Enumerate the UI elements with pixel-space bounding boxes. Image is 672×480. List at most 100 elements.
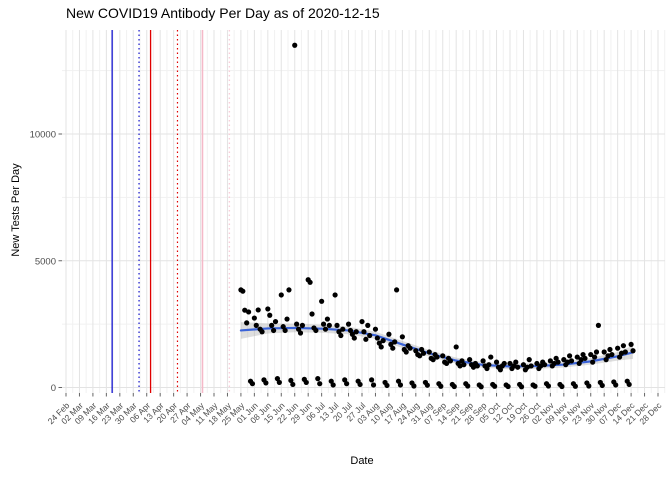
data-point	[365, 322, 371, 328]
data-point	[532, 383, 538, 389]
data-point	[568, 358, 575, 364]
data-point	[628, 341, 634, 348]
y-tick-label: 5000	[35, 256, 56, 267]
data-point	[501, 360, 507, 367]
data-point	[420, 350, 427, 356]
data-point	[253, 322, 259, 328]
data-point	[326, 322, 332, 328]
data-points	[238, 42, 636, 390]
data-point	[528, 363, 534, 369]
x-axis-title: Date	[350, 455, 374, 467]
data-point	[407, 345, 413, 351]
data-point	[386, 331, 392, 337]
data-point	[338, 332, 344, 339]
data-point	[492, 383, 498, 389]
data-point	[384, 382, 390, 389]
data-point	[426, 349, 432, 355]
data-point	[403, 349, 409, 355]
data-point	[345, 321, 352, 327]
data-point	[251, 315, 257, 321]
data-point	[320, 321, 327, 327]
data-point	[324, 316, 331, 322]
data-point	[322, 326, 329, 332]
data-point	[290, 381, 296, 388]
data-point	[520, 362, 527, 368]
data-point	[340, 326, 346, 332]
data-point	[267, 312, 273, 318]
reference-lines	[111, 30, 231, 393]
data-point	[270, 327, 277, 334]
data-point	[582, 355, 588, 361]
data-point	[467, 357, 473, 363]
data-point	[515, 364, 521, 370]
data-point	[288, 377, 294, 384]
gridlines-major	[62, 30, 665, 393]
data-point	[378, 344, 384, 350]
data-point	[367, 332, 373, 339]
data-point	[344, 381, 350, 387]
data-point	[411, 383, 417, 389]
data-point	[430, 357, 436, 363]
chart-title: New COVID19 Antibody Per Day as of 2020-…	[66, 5, 380, 21]
data-point	[630, 348, 636, 354]
data-point	[370, 382, 377, 388]
data-point	[332, 292, 338, 298]
data-point	[566, 353, 573, 359]
data-point	[392, 339, 398, 345]
data-point	[507, 360, 513, 367]
data-point	[534, 360, 540, 367]
data-point	[613, 382, 619, 388]
data-point	[545, 383, 552, 389]
data-point	[334, 322, 340, 328]
data-point	[588, 351, 594, 358]
data-point	[493, 359, 500, 365]
data-point	[372, 326, 379, 332]
data-point	[434, 354, 440, 360]
data-point	[417, 353, 423, 359]
data-point	[315, 376, 321, 382]
data-point	[265, 306, 271, 312]
y-tick-label: 10000	[30, 130, 56, 141]
data-point	[255, 307, 261, 313]
data-point	[249, 381, 256, 387]
data-point	[486, 362, 492, 368]
data-point	[513, 359, 519, 365]
data-point	[599, 382, 605, 389]
data-point	[263, 380, 269, 386]
data-point	[601, 349, 607, 355]
data-point	[361, 329, 367, 335]
data-point	[319, 298, 325, 304]
data-point	[591, 354, 598, 360]
data-point	[451, 383, 457, 390]
data-point	[259, 329, 265, 335]
gridlines-minor	[62, 30, 666, 393]
data-point	[307, 279, 313, 285]
data-point	[369, 377, 375, 383]
data-point	[240, 288, 246, 294]
data-point	[359, 318, 365, 325]
data-point	[607, 346, 613, 353]
data-point	[593, 349, 600, 355]
confidence-band	[240, 322, 634, 370]
data-point	[380, 338, 386, 344]
data-point	[363, 336, 369, 342]
data-point	[480, 358, 486, 364]
data-point	[620, 343, 627, 349]
data-point	[284, 316, 290, 322]
data-point	[609, 351, 615, 358]
data-point	[297, 330, 304, 336]
data-point	[330, 382, 336, 388]
data-point	[397, 382, 404, 388]
data-point	[615, 345, 621, 351]
data-point	[374, 335, 380, 341]
data-point	[269, 322, 275, 328]
data-point	[505, 383, 511, 390]
data-point	[278, 292, 284, 298]
data-point	[276, 379, 282, 386]
data-point	[447, 358, 454, 364]
data-point	[309, 311, 315, 317]
data-point	[353, 329, 359, 335]
data-point	[488, 354, 494, 360]
